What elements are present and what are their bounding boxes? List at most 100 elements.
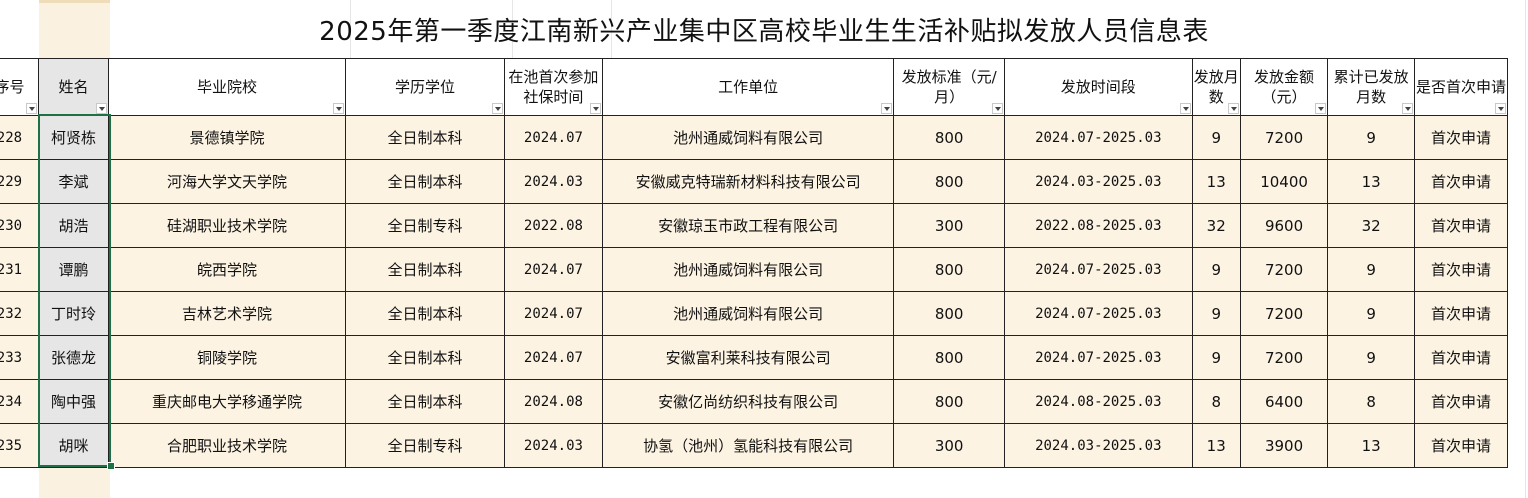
cell-amount[interactable]: 7200 <box>1239 291 1329 336</box>
header-first-social[interactable]: 在池首次参加社保时间 <box>504 58 603 116</box>
cell-period[interactable]: 2024.07-2025.03 <box>1003 335 1193 380</box>
cell-first-social[interactable]: 2024.08 <box>504 379 603 424</box>
filter-dropdown-icon[interactable] <box>1495 103 1506 114</box>
header-employer[interactable]: 工作单位 <box>601 58 895 116</box>
cell-school[interactable]: 合肥职业技术学院 <box>108 423 347 468</box>
cell-standard[interactable]: 800 <box>893 379 1005 424</box>
cell-period[interactable]: 2024.03-2025.03 <box>1003 423 1193 468</box>
cell-first-social[interactable]: 2024.07 <box>504 291 603 336</box>
cell-cumulative[interactable]: 9 <box>1327 291 1416 336</box>
cell-standard[interactable]: 800 <box>893 335 1005 380</box>
cell-amount[interactable]: 3900 <box>1239 423 1329 468</box>
cell-school[interactable]: 河海大学文天学院 <box>108 159 347 204</box>
cell-degree[interactable]: 全日制本科 <box>345 247 506 292</box>
cell-name[interactable]: 胡咪 <box>37 423 110 468</box>
cell-first-social[interactable]: 2024.07 <box>504 115 603 160</box>
cell-cumulative[interactable]: 32 <box>1327 203 1416 248</box>
cell-first-social[interactable]: 2024.03 <box>504 423 603 468</box>
cell-degree[interactable]: 全日制本科 <box>345 159 506 204</box>
cell-amount[interactable]: 7200 <box>1239 335 1329 380</box>
filter-dropdown-icon[interactable] <box>1402 103 1414 114</box>
cell-first-apply[interactable]: 首次申请 <box>1414 115 1508 160</box>
cell-cumulative[interactable]: 13 <box>1327 423 1416 468</box>
cell-first-social[interactable]: 2022.08 <box>504 203 603 248</box>
cell-seq[interactable]: 231 <box>0 247 39 292</box>
cell-employer[interactable]: 池州通威饲料有限公司 <box>601 247 895 292</box>
cell-name[interactable]: 陶中强 <box>37 379 110 424</box>
cell-name[interactable]: 胡浩 <box>37 203 110 248</box>
cell-employer[interactable]: 安徽威克特瑞新材料科技有限公司 <box>601 159 895 204</box>
cell-amount[interactable]: 7200 <box>1239 115 1329 160</box>
cell-name[interactable]: 丁时玲 <box>37 291 110 336</box>
cell-first-apply[interactable]: 首次申请 <box>1414 247 1508 292</box>
filter-dropdown-icon[interactable] <box>25 103 37 114</box>
cell-name[interactable]: 张德龙 <box>37 335 110 380</box>
cell-first-apply[interactable]: 首次申请 <box>1414 291 1508 336</box>
filter-dropdown-icon[interactable] <box>991 103 1003 114</box>
cell-period[interactable]: 2024.07-2025.03 <box>1003 247 1193 292</box>
cell-period[interactable]: 2022.08-2025.03 <box>1003 203 1193 248</box>
cell-school[interactable]: 硅湖职业技术学院 <box>108 203 347 248</box>
cell-employer[interactable]: 安徽富利莱科技有限公司 <box>601 335 895 380</box>
cell-period[interactable]: 2024.08-2025.03 <box>1003 379 1193 424</box>
cell-amount[interactable]: 6400 <box>1239 379 1329 424</box>
cell-degree[interactable]: 全日制本科 <box>345 335 506 380</box>
cell-employer[interactable]: 协氢（池州）氢能科技有限公司 <box>601 423 895 468</box>
cell-seq[interactable]: 233 <box>0 335 39 380</box>
cell-first-apply[interactable]: 首次申请 <box>1414 159 1508 204</box>
cell-first-social[interactable]: 2024.07 <box>504 335 603 380</box>
header-school[interactable]: 毕业院校 <box>108 58 347 116</box>
cell-name[interactable]: 谭鹏 <box>37 247 110 292</box>
cell-employer[interactable]: 安徽亿尚纺织科技有限公司 <box>601 379 895 424</box>
cell-cumulative[interactable]: 8 <box>1327 379 1416 424</box>
cell-period[interactable]: 2024.07-2025.03 <box>1003 115 1193 160</box>
cell-degree[interactable]: 全日制本科 <box>345 291 506 336</box>
cell-months[interactable]: 9 <box>1191 291 1241 336</box>
cell-seq[interactable]: 234 <box>0 379 39 424</box>
cell-cumulative[interactable]: 9 <box>1327 247 1416 292</box>
header-months[interactable]: 发放月数 <box>1191 58 1241 116</box>
cell-school[interactable]: 铜陵学院 <box>108 335 347 380</box>
cell-employer[interactable]: 池州通威饲料有限公司 <box>601 291 895 336</box>
cell-cumulative[interactable]: 9 <box>1327 115 1416 160</box>
cell-standard[interactable]: 800 <box>893 159 1005 204</box>
cell-months[interactable]: 8 <box>1191 379 1241 424</box>
filter-dropdown-icon[interactable] <box>589 103 601 114</box>
cell-seq[interactable]: 235 <box>0 423 39 468</box>
filter-dropdown-icon[interactable] <box>1227 103 1239 114</box>
filter-dropdown-icon[interactable] <box>96 103 108 114</box>
cell-months[interactable]: 9 <box>1191 335 1241 380</box>
cell-period[interactable]: 2024.07-2025.03 <box>1003 291 1193 336</box>
cell-standard[interactable]: 800 <box>893 247 1005 292</box>
cell-degree[interactable]: 全日制本科 <box>345 115 506 160</box>
filter-dropdown-icon[interactable] <box>1315 103 1327 114</box>
fill-handle[interactable] <box>107 462 115 470</box>
cell-standard[interactable]: 800 <box>893 115 1005 160</box>
cell-seq[interactable]: 232 <box>0 291 39 336</box>
cell-period[interactable]: 2024.03-2025.03 <box>1003 159 1193 204</box>
cell-standard[interactable]: 300 <box>893 203 1005 248</box>
cell-months[interactable]: 13 <box>1191 423 1241 468</box>
cell-school[interactable]: 吉林艺术学院 <box>108 291 347 336</box>
cell-seq[interactable]: 228 <box>0 115 39 160</box>
header-period[interactable]: 发放时间段 <box>1003 58 1193 116</box>
cell-first-apply[interactable]: 首次申请 <box>1414 335 1508 380</box>
cell-school[interactable]: 重庆邮电大学移通学院 <box>108 379 347 424</box>
cell-amount[interactable]: 9600 <box>1239 203 1329 248</box>
filter-dropdown-icon[interactable] <box>1179 103 1191 114</box>
cell-degree[interactable]: 全日制专科 <box>345 203 506 248</box>
cell-amount[interactable]: 10400 <box>1239 159 1329 204</box>
header-cumulative[interactable]: 累计已发放月数 <box>1327 58 1416 116</box>
cell-months[interactable]: 9 <box>1191 247 1241 292</box>
cell-school[interactable]: 景德镇学院 <box>108 115 347 160</box>
header-name[interactable]: 姓名 <box>37 58 110 116</box>
cell-months[interactable]: 9 <box>1191 115 1241 160</box>
filter-dropdown-icon[interactable] <box>333 103 345 114</box>
header-seq[interactable]: 序号 <box>0 58 39 116</box>
cell-first-social[interactable]: 2024.03 <box>504 159 603 204</box>
cell-first-apply[interactable]: 首次申请 <box>1414 203 1508 248</box>
cell-employer[interactable]: 池州通威饲料有限公司 <box>601 115 895 160</box>
cell-first-social[interactable]: 2024.07 <box>504 247 603 292</box>
cell-name[interactable]: 李斌 <box>37 159 110 204</box>
cell-employer[interactable]: 安徽琼玉市政工程有限公司 <box>601 203 895 248</box>
